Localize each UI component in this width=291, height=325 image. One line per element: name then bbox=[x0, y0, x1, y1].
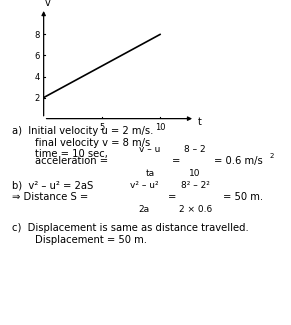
Text: time = 10 sec,: time = 10 sec, bbox=[35, 149, 108, 159]
Text: Displacement = 50 m.: Displacement = 50 m. bbox=[35, 235, 147, 245]
Text: = 50 m.: = 50 m. bbox=[223, 192, 264, 202]
Text: b)  v² – u² = 2aS: b) v² – u² = 2aS bbox=[12, 181, 93, 191]
Text: 2 × 0.6: 2 × 0.6 bbox=[179, 205, 212, 214]
Text: a)  Initial velocity u = 2 m/s.: a) Initial velocity u = 2 m/s. bbox=[12, 126, 153, 136]
Text: =: = bbox=[172, 156, 180, 166]
Text: v: v bbox=[44, 0, 50, 8]
Text: c)  Displacement is same as distance travelled.: c) Displacement is same as distance trav… bbox=[12, 223, 249, 233]
Text: v – u: v – u bbox=[139, 145, 161, 154]
Text: = 0.6 m/s: = 0.6 m/s bbox=[214, 156, 263, 166]
Text: 8² – 2²: 8² – 2² bbox=[181, 181, 210, 190]
Text: 8 – 2: 8 – 2 bbox=[184, 145, 206, 154]
Text: acceleration =: acceleration = bbox=[35, 156, 111, 166]
Text: 2a: 2a bbox=[139, 205, 150, 214]
Text: final velocity v = 8 m/s: final velocity v = 8 m/s bbox=[35, 138, 150, 148]
Text: 2: 2 bbox=[269, 153, 274, 159]
Text: =: = bbox=[168, 192, 177, 202]
Text: v² – u²: v² – u² bbox=[130, 181, 158, 190]
Text: 10: 10 bbox=[189, 169, 201, 178]
Text: ⇒ Distance S =: ⇒ Distance S = bbox=[12, 192, 91, 202]
Text: ta: ta bbox=[145, 169, 155, 178]
Text: t: t bbox=[197, 117, 201, 127]
